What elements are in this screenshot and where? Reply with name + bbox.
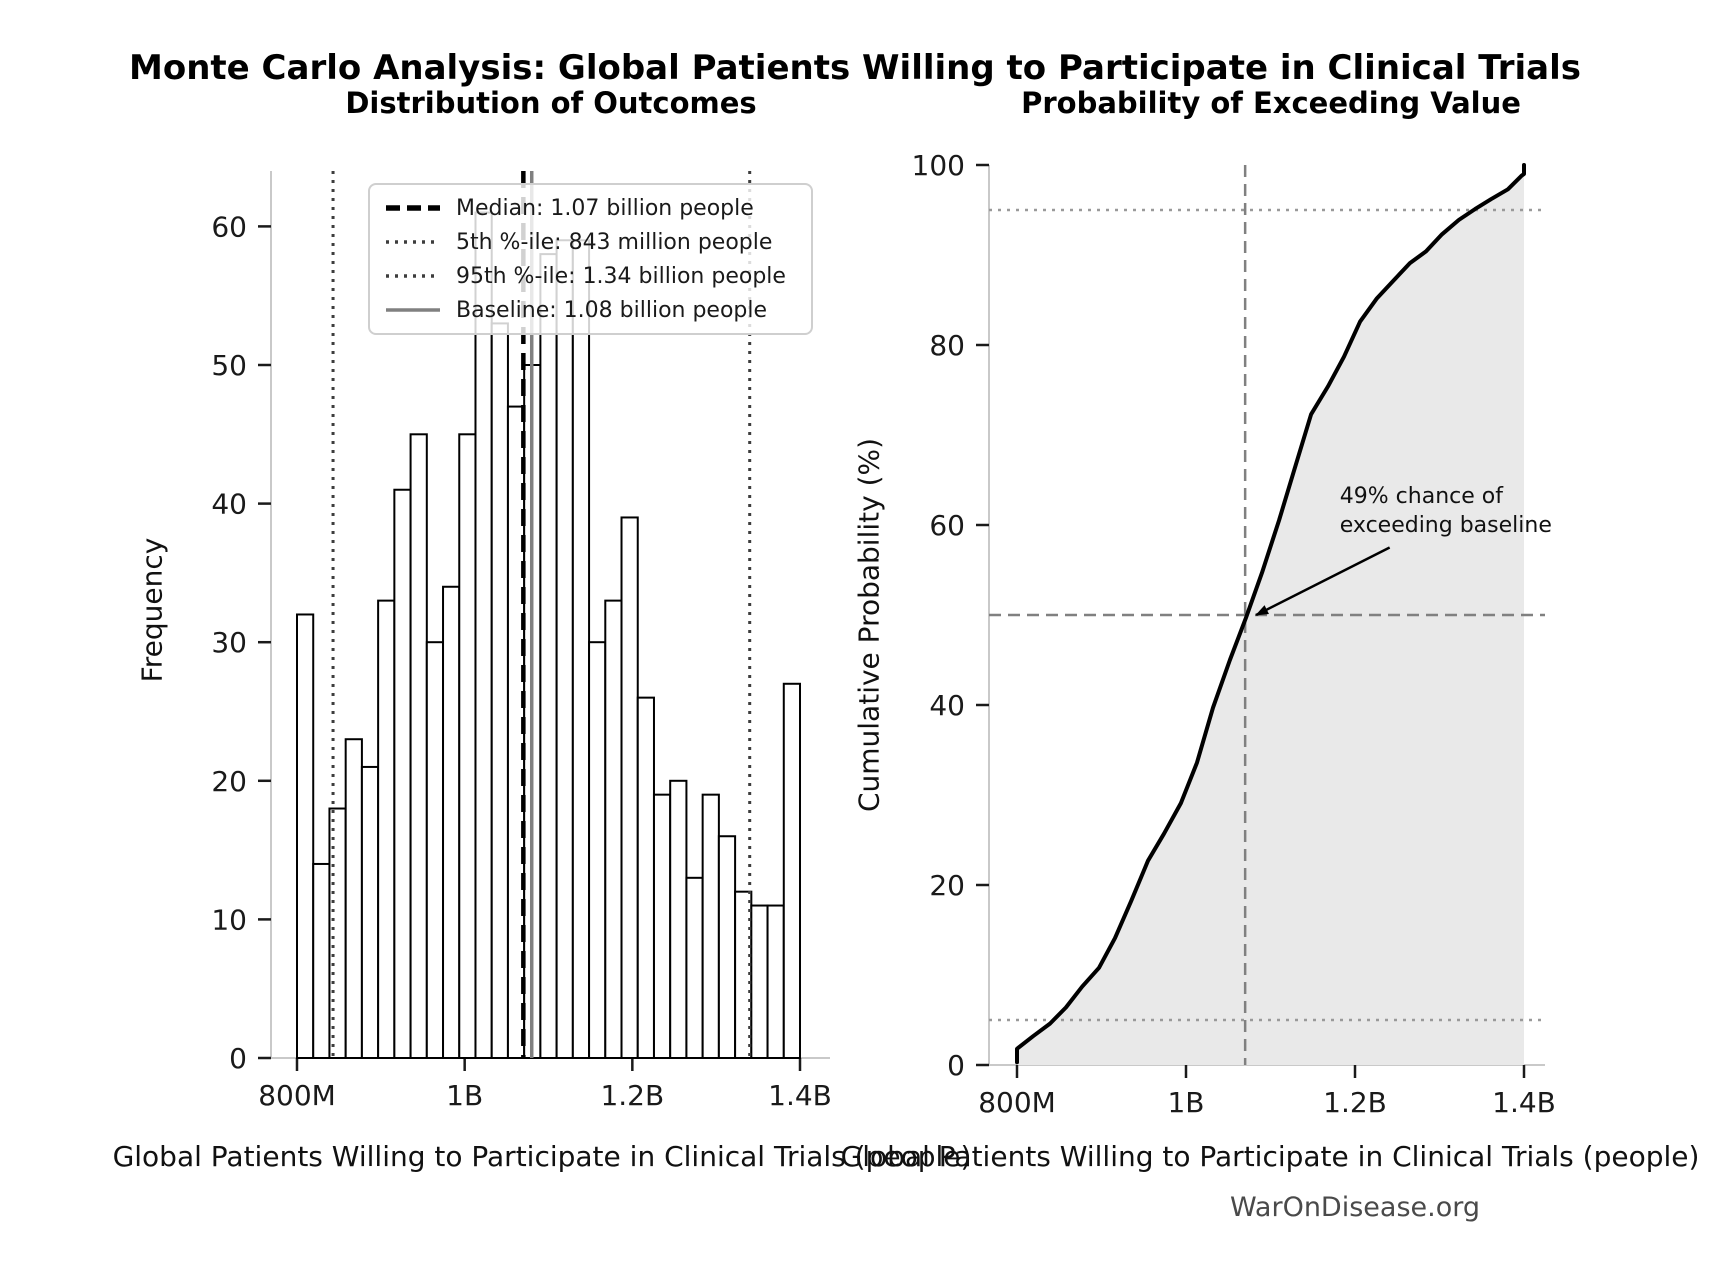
histogram-bar <box>636 696 655 1059</box>
histogram-bar <box>588 641 607 1059</box>
annotation-line-1: 49% chance of <box>1339 483 1503 509</box>
histogram-bar <box>344 738 363 1059</box>
right-y-tick-label: 80 <box>929 329 965 362</box>
right-y-tick-label: 40 <box>929 689 965 722</box>
right-y-tick-label: 0 <box>947 1049 965 1082</box>
left-x-tick-label: 800M <box>258 1079 336 1112</box>
left-x-axis-label: Global Patients Willing to Participate i… <box>112 1140 972 1173</box>
histogram-bar <box>312 862 331 1060</box>
histogram-bar <box>766 904 785 1059</box>
left-x-tick-label: 1.2B <box>600 1079 664 1112</box>
histogram-bar <box>442 585 461 1059</box>
legend-label: 5th %-ile: 843 million people <box>456 229 773 255</box>
histogram-bar <box>539 253 558 1059</box>
right-y-tick-label: 60 <box>929 509 965 542</box>
left-y-tick-label: 50 <box>211 349 247 382</box>
page-title: Monte Carlo Analysis: Global Patients Wi… <box>129 48 1581 88</box>
legend-label: Baseline: 1.08 billion people <box>456 297 768 323</box>
histogram-bar <box>458 433 477 1059</box>
legend-item-median: Median: 1.07 billion people <box>384 196 797 221</box>
right-x-tick-label: 1B <box>1167 1086 1204 1119</box>
p5-line-swatch <box>386 240 440 244</box>
left-y-tick-label: 30 <box>211 626 247 659</box>
histogram-bar <box>701 793 720 1059</box>
left-y-tick-label: 60 <box>211 210 247 243</box>
right-x-tick-label: 1.4B <box>1492 1086 1556 1119</box>
p95-line-swatch <box>386 274 440 278</box>
left-y-tick-label: 0 <box>229 1042 247 1075</box>
cdf-annotation: 49% chance of exceeding baseline <box>1340 482 1552 540</box>
right-x-tick-label: 800M <box>978 1086 1056 1119</box>
cdf-curve <box>1015 163 1526 1065</box>
histogram-bar <box>652 793 672 1059</box>
left-chart-title: Distribution of Outcomes <box>345 86 757 120</box>
histogram-bar <box>717 835 737 1059</box>
cdf-shaded-area <box>1017 165 1524 1065</box>
right-y-tick-label: 20 <box>929 869 965 902</box>
left-x-tick-label: 1.4B <box>768 1079 832 1112</box>
histogram-bar <box>328 807 347 1060</box>
histogram-bar <box>782 682 802 1060</box>
histogram-bar <box>571 239 591 1059</box>
histogram-bar <box>409 433 428 1059</box>
histogram-bar <box>669 779 688 1059</box>
right-chart-title: Probability of Exceeding Value <box>1021 86 1521 120</box>
legend-item-5th-percentile: 5th %-ile: 843 million people <box>384 230 797 255</box>
baseline-line-swatch <box>386 308 440 312</box>
left-y-axis-label: Frequency <box>135 537 169 683</box>
histogram-bar <box>750 904 769 1059</box>
histogram-bar <box>604 599 623 1059</box>
left-x-tick-label: 1B <box>446 1079 483 1112</box>
histogram-bar <box>296 613 315 1059</box>
legend: Median: 1.07 billion people 5th %-ile: 8… <box>368 183 813 335</box>
histogram-bar <box>474 211 493 1060</box>
left-y-tick-label: 20 <box>211 765 247 798</box>
legend-label: 95th %-ile: 1.34 billion people <box>456 263 786 289</box>
histogram-bar <box>490 322 509 1060</box>
histogram-bars <box>296 211 802 1060</box>
annotation-arrow <box>1255 546 1391 617</box>
histogram-bar <box>377 599 396 1059</box>
median-line-swatch <box>386 205 440 211</box>
right-x-axis-label: Global Patients Willing to Participate i… <box>840 1140 1700 1173</box>
histogram-bar <box>393 488 412 1059</box>
left-y-tick-label: 40 <box>211 488 247 521</box>
histogram-bar <box>360 765 380 1059</box>
right-x-tick-label: 1.2B <box>1323 1086 1387 1119</box>
histogram-bar <box>425 641 445 1059</box>
legend-label: Median: 1.07 billion people <box>456 195 754 221</box>
right-y-axis-label: Cumulative Probability (%) <box>852 437 886 813</box>
histogram-bar <box>685 876 704 1059</box>
right-y-tick-label: 100 <box>912 149 965 182</box>
histogram-bar <box>555 239 574 1059</box>
left-y-tick-label: 10 <box>211 903 247 936</box>
histogram-bar <box>620 516 639 1059</box>
watermark-text: WarOnDisease.org <box>1229 1192 1480 1223</box>
legend-item-baseline: Baseline: 1.08 billion people <box>384 298 797 323</box>
legend-item-95th-percentile: 95th %-ile: 1.34 billion people <box>384 264 797 289</box>
annotation-line-2: exceeding baseline <box>1339 512 1552 538</box>
cdf-plot: 0 20 40 60 80 100 800M 1B 1.2B 1.4B <box>912 149 1556 1119</box>
